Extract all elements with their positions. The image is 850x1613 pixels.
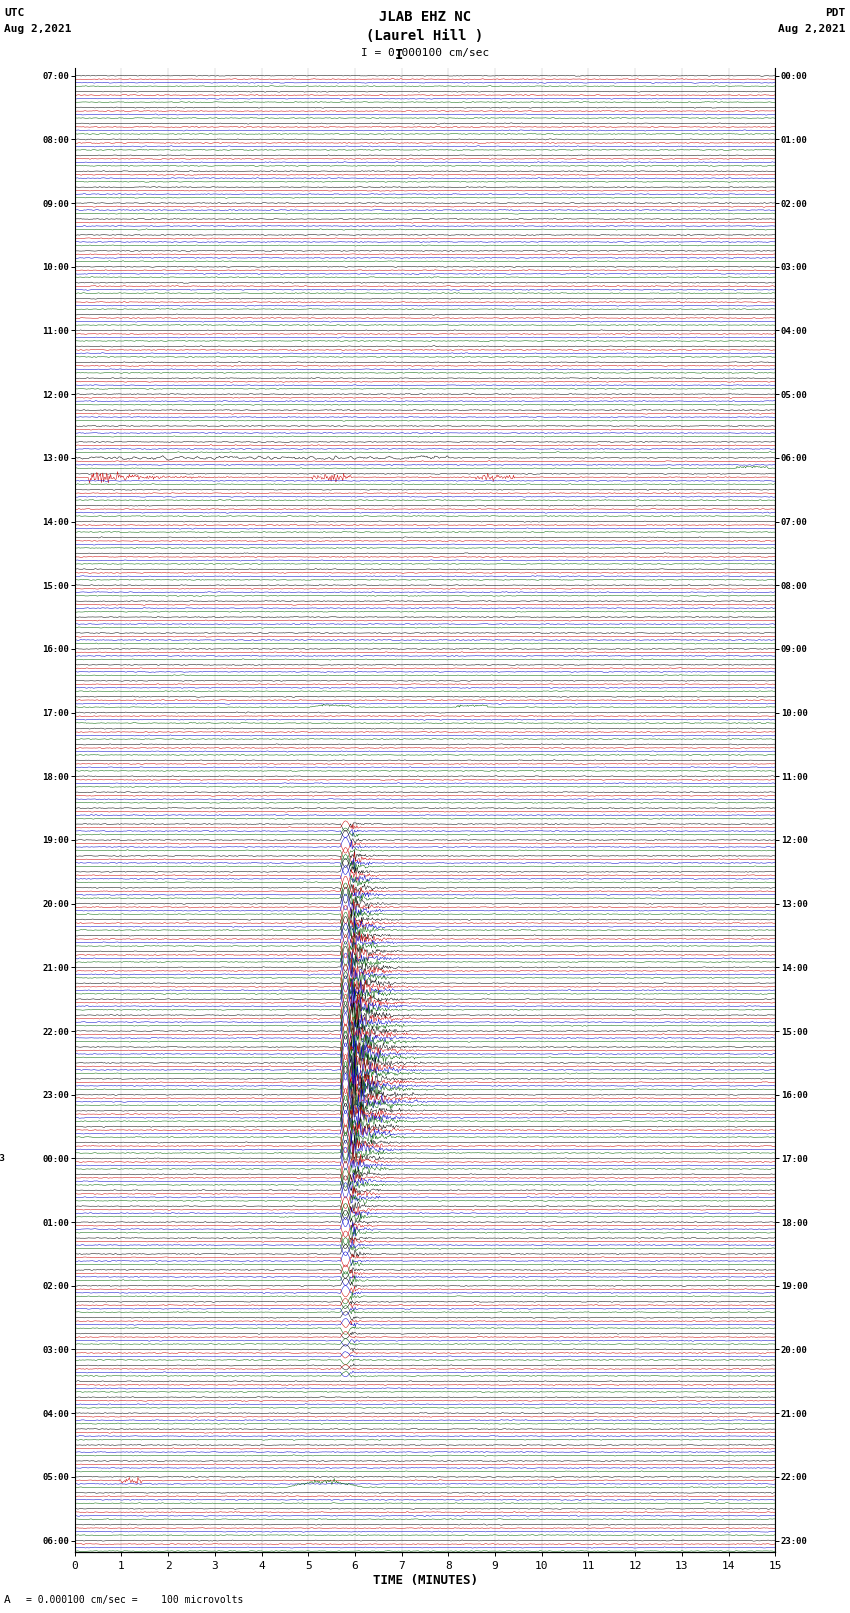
X-axis label: TIME (MINUTES): TIME (MINUTES) — [372, 1574, 478, 1587]
Text: Aug 2,2021: Aug 2,2021 — [4, 24, 71, 34]
Text: A: A — [4, 1595, 11, 1605]
Text: I: I — [395, 48, 404, 63]
Text: JLAB EHZ NC: JLAB EHZ NC — [379, 10, 471, 24]
Text: Aug 3: Aug 3 — [0, 1153, 5, 1163]
Text: = 0.000100 cm/sec =    100 microvolts: = 0.000100 cm/sec = 100 microvolts — [26, 1595, 243, 1605]
Text: (Laurel Hill ): (Laurel Hill ) — [366, 29, 484, 44]
Text: I = 0.000100 cm/sec: I = 0.000100 cm/sec — [361, 48, 489, 58]
Text: PDT: PDT — [825, 8, 846, 18]
Text: Aug 2,2021: Aug 2,2021 — [779, 24, 846, 34]
Text: UTC: UTC — [4, 8, 25, 18]
